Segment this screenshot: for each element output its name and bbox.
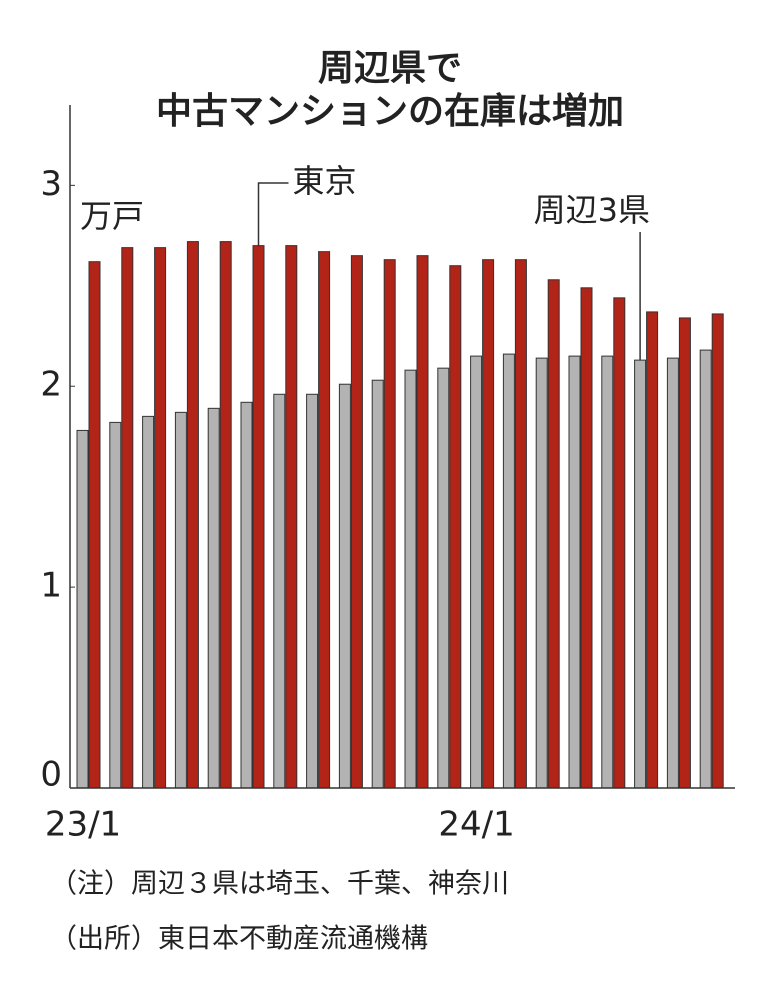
bar xyxy=(371,379,384,789)
bar xyxy=(383,259,396,789)
bar xyxy=(699,349,712,789)
callout-line xyxy=(257,182,289,246)
bar xyxy=(318,251,331,789)
bar xyxy=(186,241,199,789)
bar xyxy=(174,411,187,789)
bar xyxy=(306,393,319,789)
bar xyxy=(449,265,462,789)
bar xyxy=(273,393,286,789)
bar xyxy=(646,311,659,789)
bar xyxy=(437,367,450,789)
bar xyxy=(207,407,220,789)
y-tick-label: 3 xyxy=(40,164,62,204)
x-tick-label: 24/1 xyxy=(438,805,514,845)
bar xyxy=(240,401,253,789)
bar xyxy=(568,355,581,789)
bar xyxy=(666,357,679,789)
bar xyxy=(482,259,495,789)
bar xyxy=(678,317,691,789)
bar xyxy=(711,313,724,789)
bar xyxy=(404,369,417,789)
unit-label: 万戸 xyxy=(80,197,144,235)
bar xyxy=(416,255,429,789)
x-tick-label: 23/1 xyxy=(45,805,121,845)
bar xyxy=(109,421,122,789)
bar xyxy=(88,261,101,789)
note: （出所）東日本不動産流通機構 xyxy=(50,924,428,955)
chart-title: 中古マンションの在庫は増加 xyxy=(156,91,624,132)
series-label: 周辺3県 xyxy=(534,191,650,229)
bar xyxy=(76,429,89,789)
bar xyxy=(252,245,265,789)
bar xyxy=(121,247,134,789)
bar xyxy=(338,383,351,789)
y-tick-label: 1 xyxy=(40,566,62,606)
bar xyxy=(547,279,560,789)
bar xyxy=(580,287,593,789)
chart-title: 周辺県で xyxy=(318,48,462,89)
bar xyxy=(219,241,232,789)
y-tick-label: 0 xyxy=(40,755,62,795)
bar xyxy=(502,353,515,789)
bar xyxy=(142,415,155,789)
bar xyxy=(634,359,647,789)
bar xyxy=(470,355,483,789)
bar xyxy=(613,297,626,789)
series-label: 東京 xyxy=(293,162,357,200)
bar xyxy=(285,245,298,789)
bar xyxy=(154,247,167,789)
note: （注）周辺３県は埼玉、千葉、神奈川 xyxy=(50,869,509,900)
y-tick-label: 2 xyxy=(40,365,62,405)
bar xyxy=(514,259,527,789)
bar xyxy=(535,357,548,789)
bar xyxy=(601,355,614,789)
bar xyxy=(350,255,363,789)
